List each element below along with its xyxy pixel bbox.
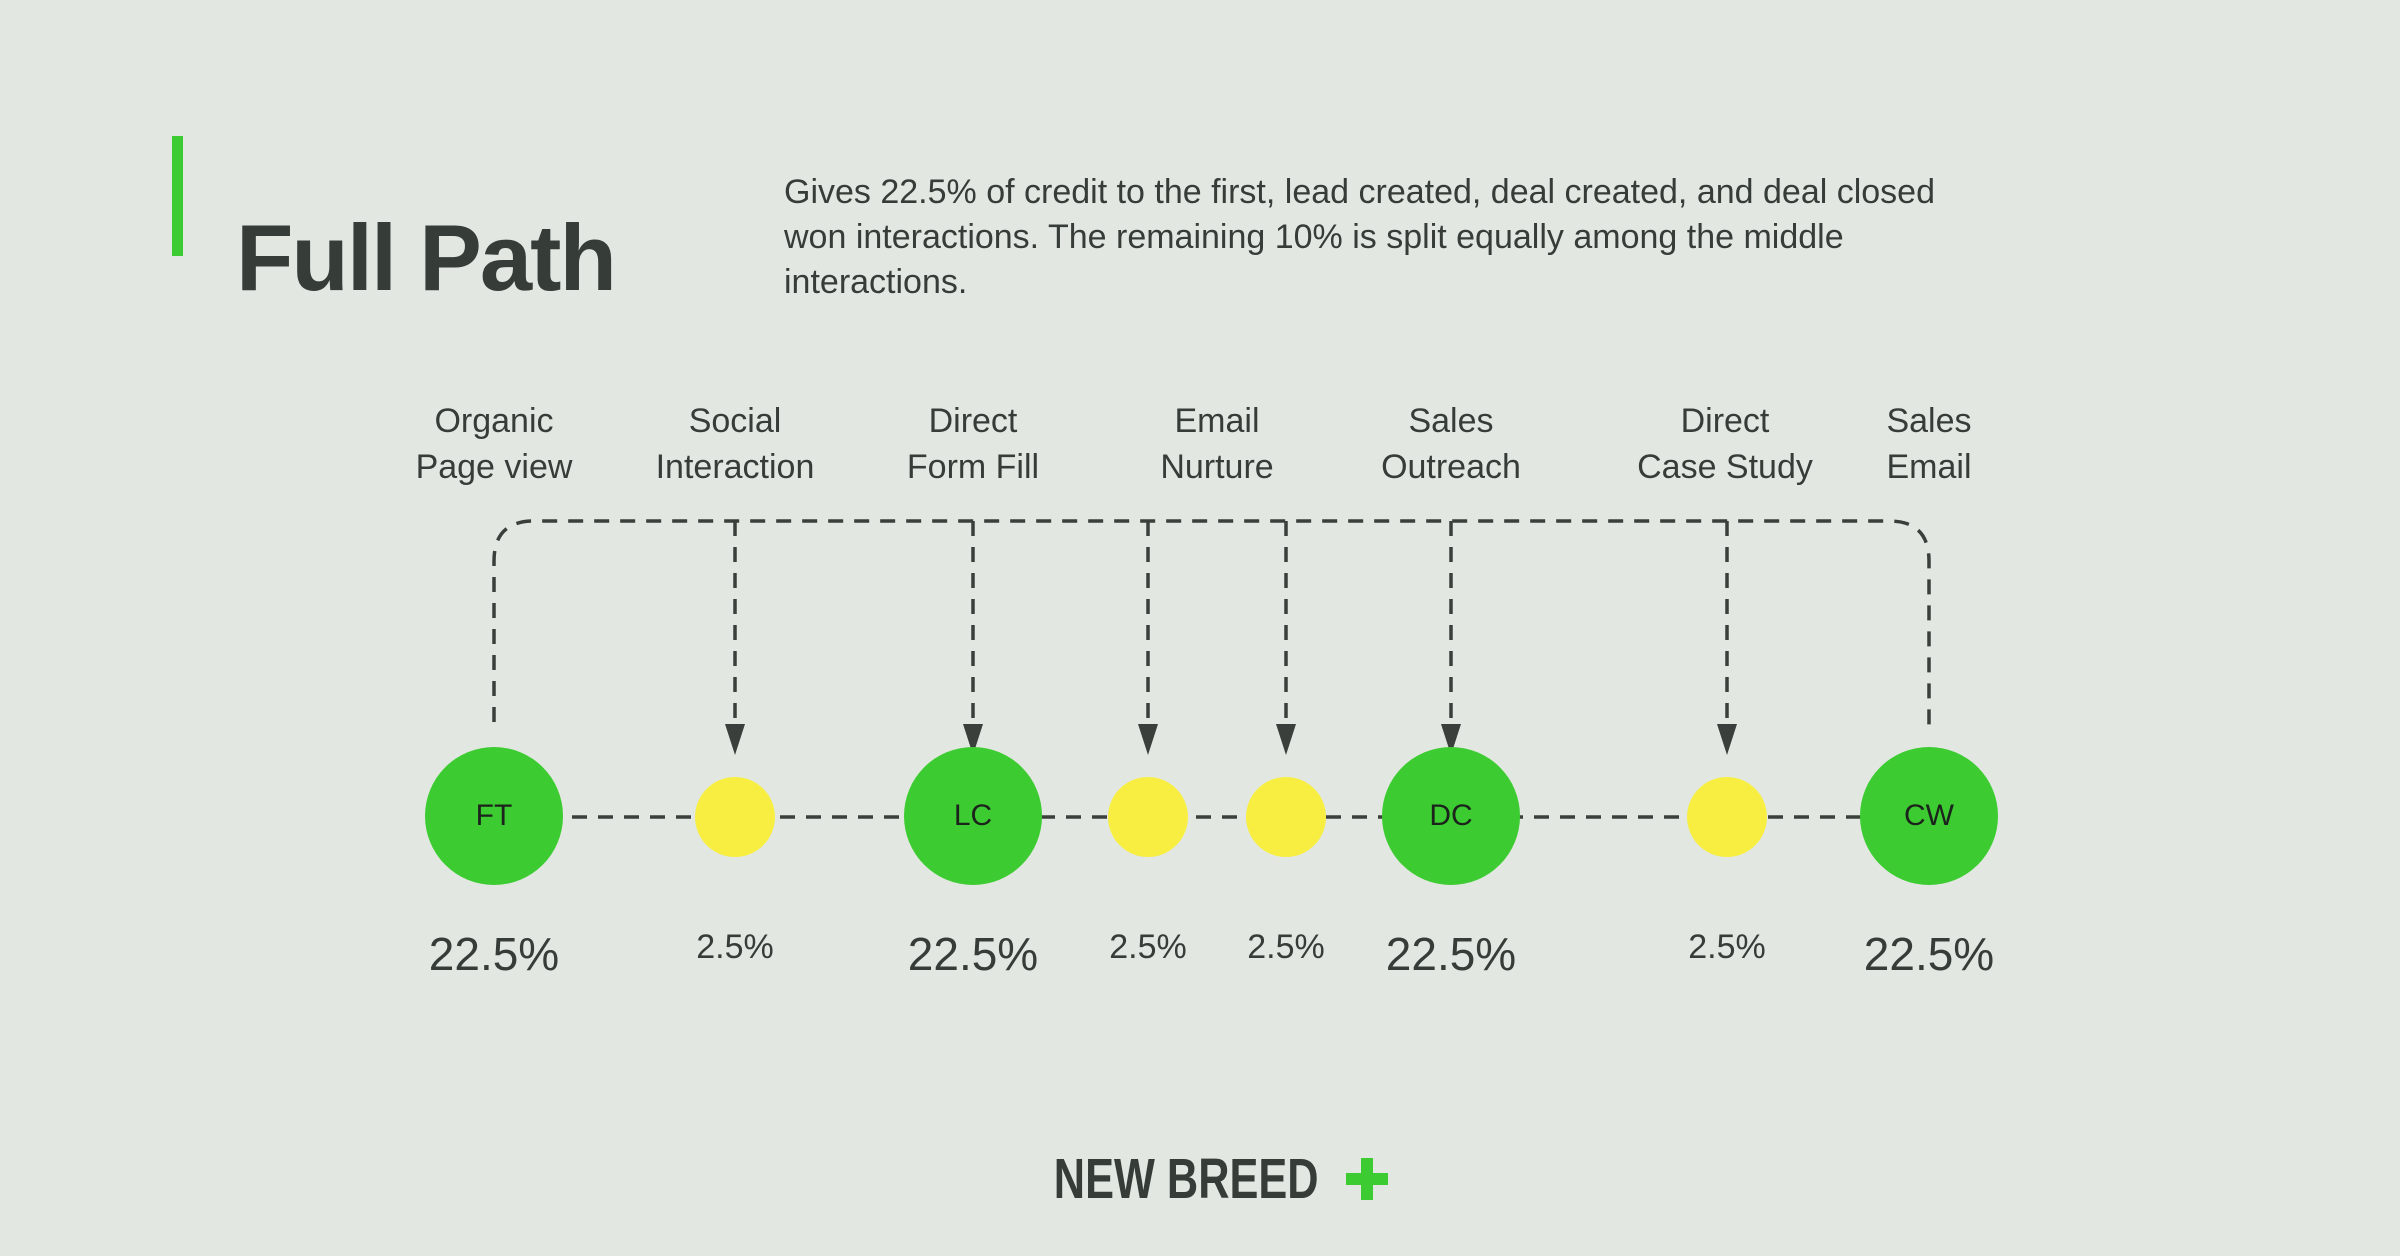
stage-label-sales-outreach: Sales Outreach <box>1381 402 1521 486</box>
title-accent-bar <box>172 136 183 256</box>
arrow-lines <box>733 521 1729 727</box>
stage-label-social-interaction: Social Interaction <box>655 402 815 486</box>
description-text: Gives 22.5% of credit to the first, lead… <box>784 173 1936 301</box>
node-minor <box>1687 777 1767 857</box>
node-abbr: CW <box>1904 799 1954 832</box>
brand-name: NEW BREED <box>1053 1147 1319 1211</box>
percent-label: 22.5% <box>1385 928 1517 980</box>
stage-label-organic-page-view: Organic Page view <box>415 402 573 486</box>
page-title: Full Path <box>236 204 617 310</box>
percent-label: 22.5% <box>907 928 1039 980</box>
node-lead-created: LC <box>904 747 1042 885</box>
node-abbr: DC <box>1429 799 1473 832</box>
node-minor <box>1108 777 1188 857</box>
node-closed-won: CW <box>1860 747 1998 885</box>
percent-label: 2.5% <box>1247 928 1325 966</box>
brand-logo: NEW BREED <box>0 1146 2400 1212</box>
stage-label-direct-form-fill: Direct Form Fill <box>906 402 1040 486</box>
node-deal-created: DC <box>1382 747 1520 885</box>
node-first-touch: FT <box>425 747 563 885</box>
node-minor <box>695 777 775 857</box>
node-minor <box>1246 777 1326 857</box>
plus-icon <box>1346 1158 1389 1200</box>
bracket-path <box>492 519 1931 734</box>
node-abbr: FT <box>475 799 513 832</box>
percent-label: 22.5% <box>428 928 560 980</box>
arrow-head-icons <box>725 724 1737 755</box>
percent-label: 2.5% <box>696 928 774 966</box>
percent-label: 2.5% <box>1109 928 1187 966</box>
node-abbr: LC <box>953 799 993 832</box>
stage-label-sales-email: Sales Email <box>1886 402 1972 486</box>
stage-label-direct-case-study: Direct Case Study <box>1637 402 1813 486</box>
percent-label: 22.5% <box>1863 928 1995 980</box>
percent-label: 2.5% <box>1688 928 1766 966</box>
stage-label-email-nurture: Email Nurture <box>1160 402 1274 486</box>
